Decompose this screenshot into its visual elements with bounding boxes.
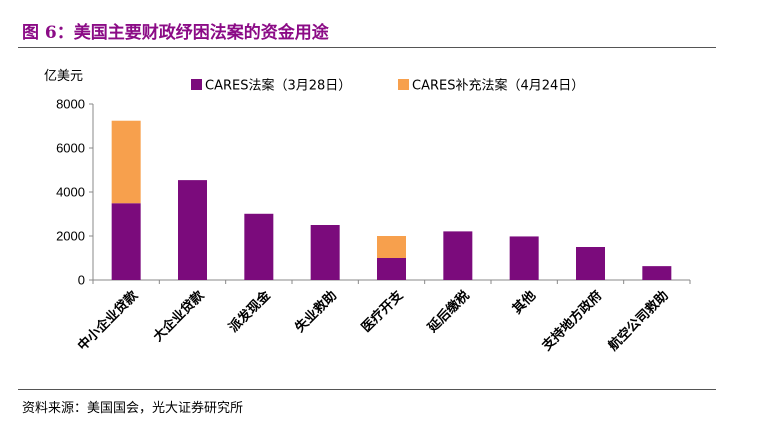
bar-cares	[642, 266, 672, 280]
x-category-label: 中小企业贷款	[75, 287, 142, 354]
x-category-label: 航空公司救助	[605, 288, 671, 354]
legend-label: CARES法案（3月28日）	[205, 79, 351, 94]
x-category-label: 大企业贷款	[150, 287, 208, 345]
x-category-label: 支持地方政府	[538, 288, 605, 355]
bar-cares	[509, 236, 539, 280]
x-category-label: 派发现金	[226, 287, 275, 336]
y-tick-label: 6000	[56, 141, 85, 156]
bar-cares-supplement	[111, 120, 141, 204]
source-note: 资料来源：美国国会，光大证券研究所	[22, 401, 244, 416]
x-category-label: 延后缴税	[424, 288, 473, 337]
bar-cares	[576, 247, 605, 280]
bar-cares	[178, 180, 207, 280]
y-tick-label: 0	[78, 273, 85, 288]
bottom-divider	[18, 389, 716, 390]
legend: CARES法案（3月28日） CARES补充法案（4月24日）	[191, 78, 584, 94]
y-tick-label: 8000	[56, 97, 85, 112]
x-category-label: 失业救助	[292, 288, 340, 336]
legend-label: CARES补充法案（4月24日）	[412, 78, 584, 94]
y-tick-label: 4000	[56, 185, 85, 200]
category-labels: 中小企业贷款 大企业贷款 派发现金 失业救助 医疗开支 延后缴税 其他 支持地方政府 航空公司救…	[75, 287, 672, 355]
legend-swatch	[191, 79, 202, 90]
bar-cares-supplement	[377, 236, 406, 258]
bar-cares	[310, 225, 340, 280]
top-divider	[18, 47, 716, 48]
bar-cares	[244, 213, 274, 280]
y-tick-label: 2000	[56, 229, 85, 244]
bar-cares	[443, 231, 473, 280]
legend-swatch	[398, 79, 409, 90]
bars	[111, 120, 672, 280]
x-category-label: 医疗开支	[358, 287, 407, 336]
figure-title: 图 6：美国主要财政纾困法案的资金用途	[22, 23, 329, 43]
x-category-label: 其他	[509, 288, 539, 318]
bar-cares	[377, 258, 406, 280]
bar-cares	[111, 203, 141, 280]
y-unit-label: 亿美元	[44, 69, 83, 84]
